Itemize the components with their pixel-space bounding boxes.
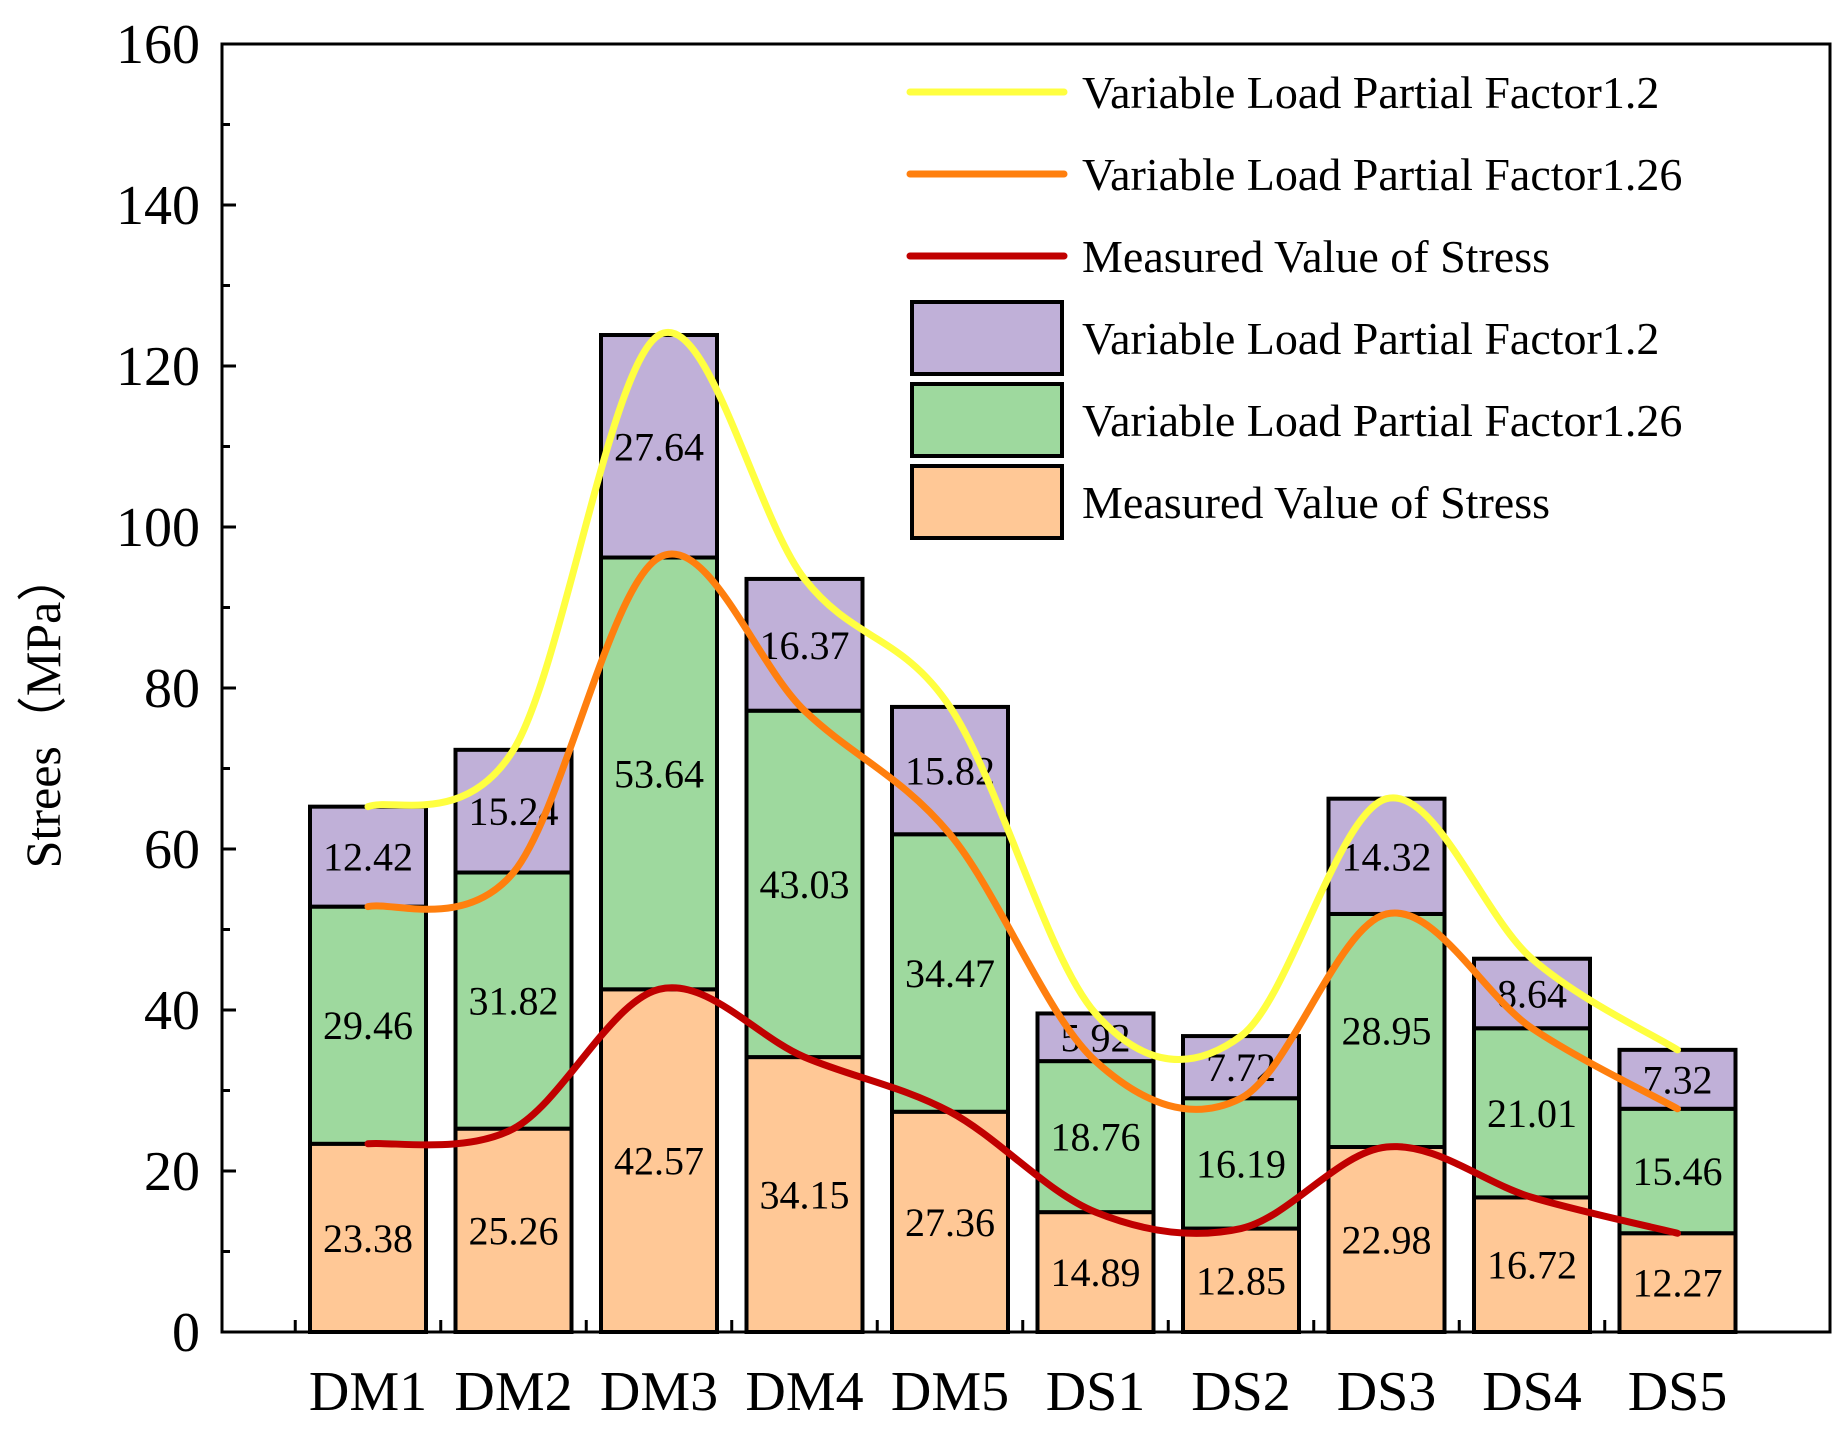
x-category-label: DS4 xyxy=(1482,1361,1582,1423)
bar-segment xyxy=(890,1109,1010,1334)
segment-value-label: 16.72 xyxy=(1487,1243,1577,1288)
segment-value-label: 22.98 xyxy=(1342,1218,1432,1263)
bar-segment xyxy=(744,576,865,713)
segment-value-label: 29.46 xyxy=(323,1003,413,1048)
x-category-label: DS3 xyxy=(1337,1361,1437,1423)
segment-value-label: 53.64 xyxy=(614,751,704,796)
x-category-label: DS1 xyxy=(1046,1361,1146,1423)
segment-value-label: 43.03 xyxy=(760,862,850,907)
legend-label: Measured Value of Stress xyxy=(1082,231,1550,282)
y-tick-label: 40 xyxy=(144,980,200,1042)
bar-segment xyxy=(1617,1231,1738,1334)
legend-label: Variable Load Partial Factor1.2 xyxy=(1082,313,1659,364)
x-category-label: DM5 xyxy=(891,1361,1009,1423)
bar-segment xyxy=(1472,1195,1592,1335)
y-tick-label: 120 xyxy=(116,336,200,398)
segment-value-label: 16.19 xyxy=(1196,1141,1286,1186)
segment-value-label: 12.42 xyxy=(323,835,413,880)
bar-segment xyxy=(1326,1145,1447,1334)
legend-label: Variable Load Partial Factor1.26 xyxy=(1082,149,1682,200)
y-tick-label: 20 xyxy=(144,1141,200,1203)
segment-value-label: 27.36 xyxy=(905,1200,995,1245)
segment-value-label: 21.01 xyxy=(1487,1091,1577,1136)
legend-box-swatch xyxy=(910,382,1064,458)
bar-segment xyxy=(308,904,428,1146)
segment-labels-layer: 23.38 25.26 42.57 34.15 27.36 14.89 12.85 22.98… xyxy=(323,424,1723,1305)
segment-value-label: 31.82 xyxy=(469,979,559,1024)
x-category-label: DS2 xyxy=(1191,1361,1291,1423)
y-tick-label: 80 xyxy=(144,658,200,720)
legend-box-swatch xyxy=(910,300,1064,376)
series-line xyxy=(364,550,1681,1113)
segment-value-label: 15.46 xyxy=(1633,1149,1723,1194)
legend-box-swatch xyxy=(910,464,1064,540)
x-category-label: DM2 xyxy=(454,1361,572,1423)
legend-label: Variable Load Partial Factor1.2 xyxy=(1082,67,1659,118)
x-category-label: DM4 xyxy=(745,1361,863,1423)
bar-segment xyxy=(453,870,574,1131)
y-tick-label: 0 xyxy=(172,1302,200,1364)
bar-segment xyxy=(744,708,865,1060)
y-tick-label: 160 xyxy=(116,14,200,76)
y-axis-title: Strees（MPa） xyxy=(15,552,71,869)
segment-value-label: 34.47 xyxy=(905,951,995,996)
x-category-label: DM3 xyxy=(600,1361,718,1423)
bar-segment xyxy=(1035,1210,1156,1334)
bar-segment xyxy=(1181,1034,1301,1101)
segment-value-label: 12.27 xyxy=(1633,1261,1723,1306)
segment-value-label: 12.85 xyxy=(1196,1258,1286,1303)
series-line xyxy=(364,984,1681,1237)
lines-layer xyxy=(364,328,1681,1237)
segment-value-label: 16.37 xyxy=(760,623,850,668)
x-category-label: DM1 xyxy=(309,1361,427,1423)
segment-value-label: 34.15 xyxy=(760,1173,850,1218)
legend-label: Variable Load Partial Factor1.26 xyxy=(1082,395,1682,446)
segment-value-label: 14.89 xyxy=(1051,1250,1141,1295)
legend: Variable Load Partial Factor1.2 Variable … xyxy=(906,67,1682,540)
segment-value-label: 14.32 xyxy=(1342,834,1432,879)
segment-value-label: 42.57 xyxy=(614,1139,704,1184)
y-tick-label: 140 xyxy=(116,175,200,237)
segment-value-label: 27.64 xyxy=(614,424,704,469)
bar-segment xyxy=(453,1126,574,1334)
x-category-label: DS5 xyxy=(1628,1361,1728,1423)
segment-value-label: 18.76 xyxy=(1051,1115,1141,1160)
y-tick-label: 100 xyxy=(116,497,200,559)
bar-segment xyxy=(890,832,1010,1114)
segment-value-label: 23.38 xyxy=(323,1216,413,1261)
segment-value-label: 28.95 xyxy=(1342,1008,1432,1053)
legend-label: Measured Value of Stress xyxy=(1082,477,1550,528)
axes-layer: 0 20 40 60 80 100 120 140 160 DM1 DM2 DM3 DM4 DM5 DS1 D… xyxy=(116,14,1727,1423)
series-line xyxy=(364,328,1681,1063)
segment-value-label: 25.26 xyxy=(469,1208,559,1253)
y-tick-label: 60 xyxy=(144,819,200,881)
bar-segment xyxy=(1181,1226,1301,1334)
